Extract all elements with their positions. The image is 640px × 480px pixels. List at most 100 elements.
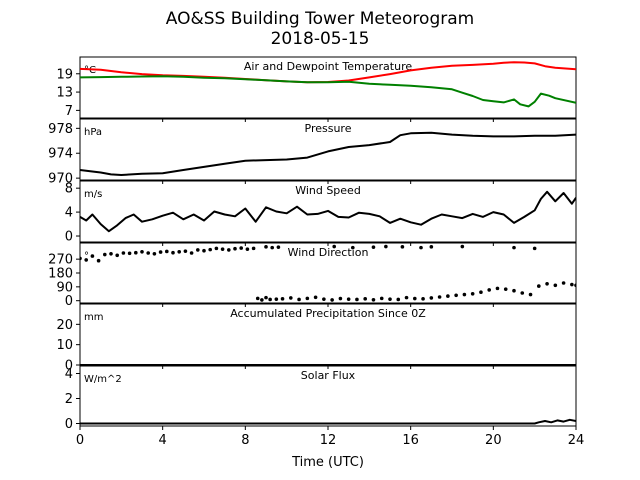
data-point xyxy=(330,298,334,302)
y-tick-label: 270 xyxy=(48,253,73,268)
panel-title: Wind Speed xyxy=(295,184,361,197)
data-point xyxy=(528,292,533,297)
y-tick-label: 0 xyxy=(65,294,73,309)
y-tick-label: 10 xyxy=(56,338,73,353)
y-tick-label: 180 xyxy=(48,267,73,282)
y-tick-label: 19 xyxy=(56,67,73,82)
data-point xyxy=(189,251,194,255)
y-tick-label: 0 xyxy=(65,230,73,245)
data-point xyxy=(553,283,558,288)
data-point xyxy=(446,294,450,298)
series-group xyxy=(80,244,576,302)
y-tick-label: 0 xyxy=(65,359,73,374)
series-line-0 xyxy=(80,131,576,176)
x-tick-label: 0 xyxy=(76,433,84,448)
data-point xyxy=(460,244,465,249)
y-tick-label: 970 xyxy=(48,172,73,187)
panel-unit: °C xyxy=(84,65,96,76)
data-point xyxy=(355,297,359,302)
panel-title: Pressure xyxy=(305,122,352,135)
data-point xyxy=(251,246,256,251)
data-point xyxy=(177,249,181,254)
data-point xyxy=(363,297,368,301)
data-point xyxy=(260,298,264,302)
data-point xyxy=(280,297,285,301)
data-point xyxy=(404,295,409,300)
data-point xyxy=(152,251,157,256)
data-point xyxy=(268,297,272,302)
y-tick-label: 0 xyxy=(65,417,73,432)
figure-subtitle: 2018-05-15 xyxy=(271,29,370,49)
data-point xyxy=(421,297,425,301)
data-point xyxy=(239,246,243,250)
x-axis-label: Time (UTC) xyxy=(291,455,364,470)
data-point xyxy=(545,281,549,286)
panel-0: 7 13 19 Air and Dewpoint Temperature °C xyxy=(56,56,577,122)
data-point xyxy=(429,245,434,249)
panel-title: Air and Dewpoint Temperature xyxy=(244,60,412,73)
panel-unit: W/m^2 xyxy=(84,374,122,385)
data-point xyxy=(346,297,351,301)
data-point xyxy=(103,252,107,257)
panel-unit: mm xyxy=(84,312,103,323)
data-point xyxy=(305,296,310,301)
panel-title: Solar Flux xyxy=(301,369,356,382)
data-point xyxy=(245,247,250,251)
data-point xyxy=(462,292,467,297)
data-point xyxy=(388,297,392,301)
panel-unit: hPa xyxy=(84,127,102,138)
data-point xyxy=(183,249,188,253)
data-point xyxy=(470,291,475,296)
data-point xyxy=(127,251,132,256)
data-point xyxy=(512,288,516,293)
data-point xyxy=(121,251,126,255)
x-tick-label: 12 xyxy=(320,433,337,448)
data-point xyxy=(297,297,301,302)
panel-2: 0 4 8 Wind Speed m/s xyxy=(65,180,577,246)
y-tick-label: 7 xyxy=(65,104,73,119)
series-group xyxy=(80,190,576,233)
data-point xyxy=(80,256,82,261)
y-tick-label: 13 xyxy=(56,86,73,101)
y-tick-label: 974 xyxy=(48,147,73,162)
series-group xyxy=(80,418,576,425)
data-point xyxy=(503,287,508,291)
data-point xyxy=(220,247,225,251)
data-point xyxy=(561,281,566,285)
data-point xyxy=(396,297,401,302)
data-point xyxy=(322,297,326,301)
chart-panels: 7 13 19 Air and Dewpoint Temperature °C 970 97… xyxy=(48,56,585,448)
data-point xyxy=(165,249,169,254)
data-point xyxy=(214,246,219,251)
series-line-0 xyxy=(80,418,576,425)
x-tick-label: 24 xyxy=(568,433,585,448)
y-tick-label: 4 xyxy=(65,367,73,382)
data-point xyxy=(84,258,88,262)
data-point xyxy=(196,248,200,252)
data-point xyxy=(454,293,458,298)
y-tick-label: 20 xyxy=(56,318,73,333)
data-point xyxy=(313,295,318,300)
data-point xyxy=(109,251,113,256)
panel-unit: m/s xyxy=(84,189,102,200)
data-point xyxy=(227,248,231,252)
data-point xyxy=(276,245,281,249)
x-tick-label: 20 xyxy=(485,433,502,448)
y-tick-label: 90 xyxy=(56,280,73,295)
data-point xyxy=(371,245,376,249)
data-point xyxy=(90,254,95,258)
panel-title: Accumulated Precipitation Since 0Z xyxy=(230,307,426,320)
data-point xyxy=(520,291,525,295)
series-group xyxy=(80,61,576,108)
y-tick-label: 978 xyxy=(48,122,73,137)
series-line-0 xyxy=(80,190,576,233)
data-point xyxy=(264,245,268,249)
data-point xyxy=(264,295,268,300)
data-point xyxy=(233,246,237,251)
data-point xyxy=(532,246,537,251)
data-point xyxy=(158,250,163,254)
data-point xyxy=(96,258,101,263)
data-point xyxy=(419,245,423,250)
data-point xyxy=(495,286,500,291)
